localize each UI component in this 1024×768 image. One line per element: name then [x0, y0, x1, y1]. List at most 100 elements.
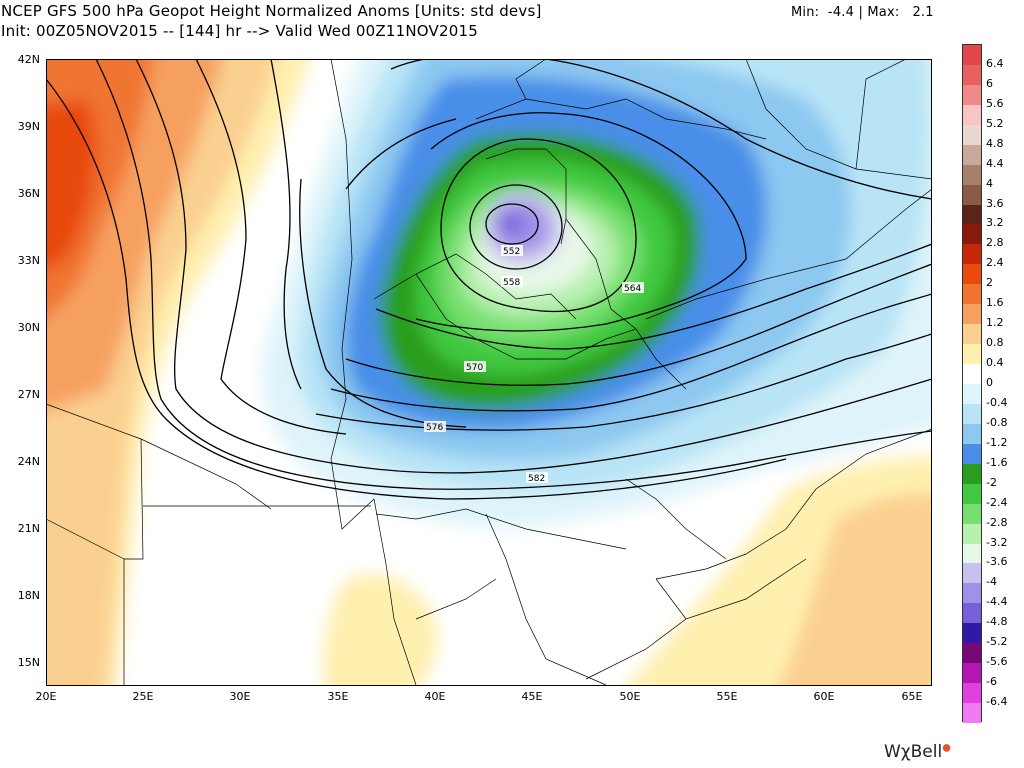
contour-label-564: 564: [624, 284, 641, 294]
colorbar-label: -4: [986, 575, 997, 589]
min-max-readout: Min: -4.4 | Max: 2.1: [791, 5, 934, 20]
colorbar-label: -1.6: [986, 455, 1008, 469]
anomaly-shading: [46, 59, 932, 686]
lon-label-45e: 45E: [521, 690, 543, 703]
colorbar-swatch: [963, 284, 981, 305]
lat-label-33n: 33N: [17, 254, 40, 267]
lat-label-27n: 27N: [17, 388, 40, 401]
colorbar-label: 4.4: [986, 156, 1004, 170]
lat-label-42n: 42N: [17, 53, 40, 66]
colorbar-swatch: [963, 423, 981, 445]
colorbar-label: -0.8: [986, 415, 1008, 429]
colorbar: [962, 44, 982, 724]
lat-label-30n: 30N: [17, 321, 40, 334]
colorbar-swatch: [963, 563, 981, 584]
colorbar-label: -0.4: [986, 395, 1008, 409]
colorbar-label: -2: [986, 475, 997, 489]
colorbar-swatch: [963, 483, 981, 505]
colorbar-label: -6.4: [986, 695, 1008, 709]
lon-label-40e: 40E: [424, 690, 446, 703]
colorbar-label: -3.2: [986, 535, 1008, 549]
colorbar-swatch: [963, 344, 981, 365]
colorbar-swatch: [963, 224, 981, 245]
colorbar-swatch: [963, 104, 981, 126]
contour-label-570: 570: [466, 363, 483, 373]
colorbar-label: -3.6: [986, 555, 1008, 569]
colorbar-swatch: [963, 583, 981, 604]
separator: |: [858, 5, 864, 20]
colorbar-swatch: [963, 324, 981, 345]
wxbell-logo: WχBell●: [884, 742, 951, 762]
colorbar-swatch: [963, 523, 981, 545]
contour-label-552: 552: [503, 247, 520, 257]
lat-label-15n: 15N: [17, 656, 40, 669]
colorbar-swatch: [963, 384, 981, 405]
colorbar-label: 6.4: [986, 56, 1004, 70]
colorbar-label: 4.8: [986, 136, 1004, 150]
colorbar-swatch: [963, 503, 981, 525]
colorbar-swatch: [963, 403, 981, 425]
lat-label-24n: 24N: [17, 455, 40, 468]
lon-label-25e: 25E: [132, 690, 154, 703]
lon-label-50e: 50E: [619, 690, 641, 703]
colorbar-label: 2: [986, 276, 993, 290]
colorbar-swatch: [963, 84, 981, 106]
colorbar-label: 2.8: [986, 236, 1004, 250]
contour-label-558: 558: [503, 278, 520, 288]
colorbar-label: 5.6: [986, 96, 1004, 110]
colorbar-label: 3.2: [986, 216, 1004, 230]
map-frame: [46, 59, 932, 686]
anomaly-map[interactable]: 552 558 564 570 576 582: [46, 59, 932, 686]
colorbar-swatch: [963, 204, 981, 225]
colorbar-label: -1.2: [986, 435, 1008, 449]
colorbar-swatch: [963, 164, 981, 186]
colorbar-label: 0: [986, 376, 993, 389]
height-contours: [46, 59, 932, 500]
contour-labels: 552 558 564 570 576 582: [424, 245, 644, 484]
colorbar-swatch: [963, 463, 981, 485]
lat-label-18n: 18N: [17, 589, 40, 602]
colorbar-swatch: [963, 364, 981, 385]
colorbar-label: -5.6: [986, 655, 1008, 669]
colorbar-swatch: [963, 124, 981, 146]
colorbar-label: -2.8: [986, 515, 1008, 529]
lon-label-60e: 60E: [813, 690, 835, 703]
colorbar-label: -5.2: [986, 635, 1008, 649]
colorbar-swatch: [963, 45, 981, 66]
lon-label-65e: 65E: [901, 690, 923, 703]
max-label: Max:: [867, 5, 900, 20]
colorbar-swatch: [963, 543, 981, 564]
colorbar-swatch: [963, 623, 981, 644]
colorbar-swatch: [963, 264, 981, 285]
lon-label-55e: 55E: [716, 690, 738, 703]
colorbar-label: 5.2: [986, 116, 1004, 130]
lon-label-20e: 20E: [35, 690, 57, 703]
colorbar-swatch: [963, 184, 981, 206]
colorbar-label: 0.8: [986, 336, 1004, 350]
colorbar-label: 4: [986, 176, 993, 190]
lat-label-21n: 21N: [17, 522, 40, 535]
chart-subtitle: Init: 00Z05NOV2015 -- [144] hr --> Valid…: [1, 22, 478, 40]
colorbar-swatch: [963, 603, 981, 624]
colorbar-label: 1.2: [986, 316, 1004, 330]
colorbar-swatch: [963, 643, 981, 664]
logo-dot-icon: ●: [942, 742, 951, 754]
contour-label-576: 576: [426, 423, 443, 433]
chart-title: NCEP GFS 500 hPa Geopot Height Normalize…: [1, 2, 542, 20]
lon-label-30e: 30E: [229, 690, 251, 703]
contour-label-582: 582: [528, 474, 545, 484]
min-value: -4.4: [827, 5, 855, 20]
colorbar-label: 2.4: [986, 256, 1004, 270]
lat-label-36n: 36N: [17, 187, 40, 200]
colorbar-label: -4.8: [986, 615, 1008, 629]
colorbar-label: 6: [986, 76, 993, 90]
colorbar-swatch: [963, 144, 981, 166]
colorbar-label: 3.6: [986, 196, 1004, 210]
lon-label-35e: 35E: [327, 690, 349, 703]
colorbar-label: 1.6: [986, 296, 1004, 310]
max-value: 2.1: [912, 5, 934, 20]
colorbar-swatch: [963, 443, 981, 465]
colorbar-swatch: [963, 663, 981, 684]
colorbar-label: -6: [986, 675, 997, 689]
lat-label-39n: 39N: [17, 120, 40, 133]
